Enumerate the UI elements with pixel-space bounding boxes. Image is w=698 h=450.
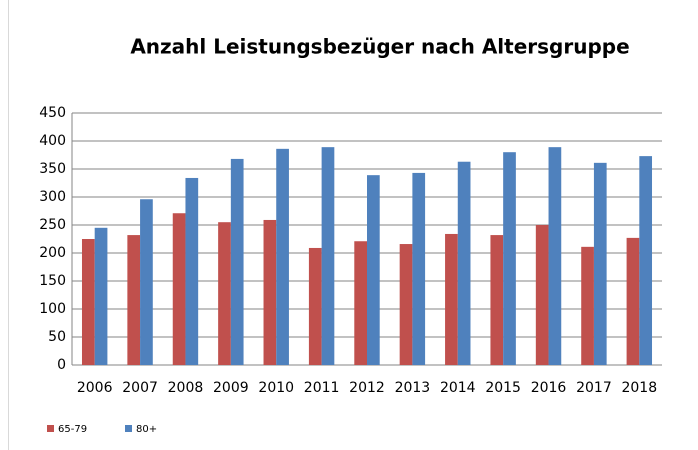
x-tick-label: 2015 xyxy=(485,380,521,396)
bar xyxy=(94,227,108,365)
x-tick-label: 2009 xyxy=(213,380,249,396)
y-tick-label: 450 xyxy=(39,105,66,121)
chart-title: Anzahl Leistungsbezüger nach Altersgrupp… xyxy=(130,35,629,59)
bar xyxy=(457,161,471,365)
bar xyxy=(490,235,504,365)
y-tick-label: 350 xyxy=(39,161,66,177)
bar xyxy=(639,156,653,365)
x-tick-label: 2006 xyxy=(77,380,113,396)
legend-swatch xyxy=(125,425,132,432)
bar xyxy=(185,177,199,365)
bar xyxy=(321,147,335,365)
y-tick-label: 100 xyxy=(39,301,66,317)
bar xyxy=(354,241,367,365)
legend-label: 80+ xyxy=(136,424,157,435)
y-tick-label: 50 xyxy=(48,329,66,345)
bar xyxy=(593,162,607,365)
x-tick-label: 2017 xyxy=(576,380,612,396)
bar xyxy=(172,213,186,365)
bar xyxy=(140,199,153,365)
bar xyxy=(412,172,426,365)
bar xyxy=(263,219,277,365)
y-tick-label: 250 xyxy=(39,217,66,233)
legend-swatch xyxy=(47,425,54,432)
bar xyxy=(276,148,289,365)
x-tick-label: 2007 xyxy=(122,380,158,396)
y-tick-label: 0 xyxy=(57,357,66,373)
bar xyxy=(218,222,231,365)
x-tick-label: 2014 xyxy=(440,380,476,396)
y-tick-label: 200 xyxy=(39,245,66,261)
x-tick-label: 2012 xyxy=(349,380,385,396)
bar xyxy=(230,158,244,365)
bar xyxy=(445,233,458,365)
x-tick-label: 2016 xyxy=(531,380,567,396)
bar xyxy=(548,147,562,365)
bar xyxy=(367,175,380,365)
y-tick-label: 150 xyxy=(39,273,66,289)
bar xyxy=(581,246,594,365)
x-tick-label: 2008 xyxy=(168,380,204,396)
bar xyxy=(308,247,322,365)
legend-label: 65-79 xyxy=(58,424,87,435)
y-tick-label: 300 xyxy=(39,189,66,205)
bar xyxy=(81,239,95,365)
bar xyxy=(399,244,413,365)
y-tick-label: 400 xyxy=(39,133,66,149)
x-tick-label: 2013 xyxy=(395,380,431,396)
x-tick-label: 2018 xyxy=(621,380,657,396)
bar xyxy=(127,235,141,365)
x-tick-label: 2011 xyxy=(304,380,340,396)
bar xyxy=(503,152,516,365)
x-tick-label: 2010 xyxy=(258,380,294,396)
bar xyxy=(626,237,640,365)
bar xyxy=(535,225,549,365)
